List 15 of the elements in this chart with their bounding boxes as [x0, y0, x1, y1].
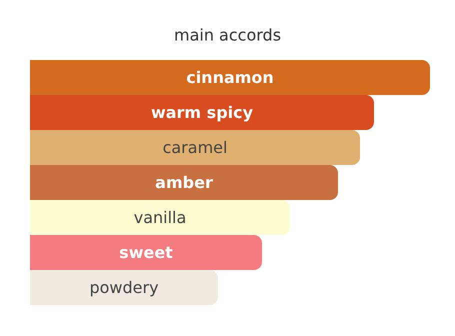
bar — [30, 235, 262, 270]
chart-title: main accords — [174, 26, 282, 44]
bar — [30, 130, 360, 165]
y-tick-label: vanilla — [134, 208, 186, 227]
y-tick-label: cinnamon — [186, 68, 274, 87]
y-tick-label: sweet — [119, 243, 174, 262]
bar — [30, 60, 430, 95]
y-tick-label: warm spicy — [150, 103, 254, 122]
y-tick-label: powdery — [89, 278, 159, 297]
y-tick-label: amber — [155, 173, 213, 192]
bar — [30, 165, 338, 200]
y-tick-label: caramel — [162, 138, 228, 157]
bar — [30, 200, 290, 235]
bar — [30, 270, 218, 305]
bar — [30, 95, 374, 130]
